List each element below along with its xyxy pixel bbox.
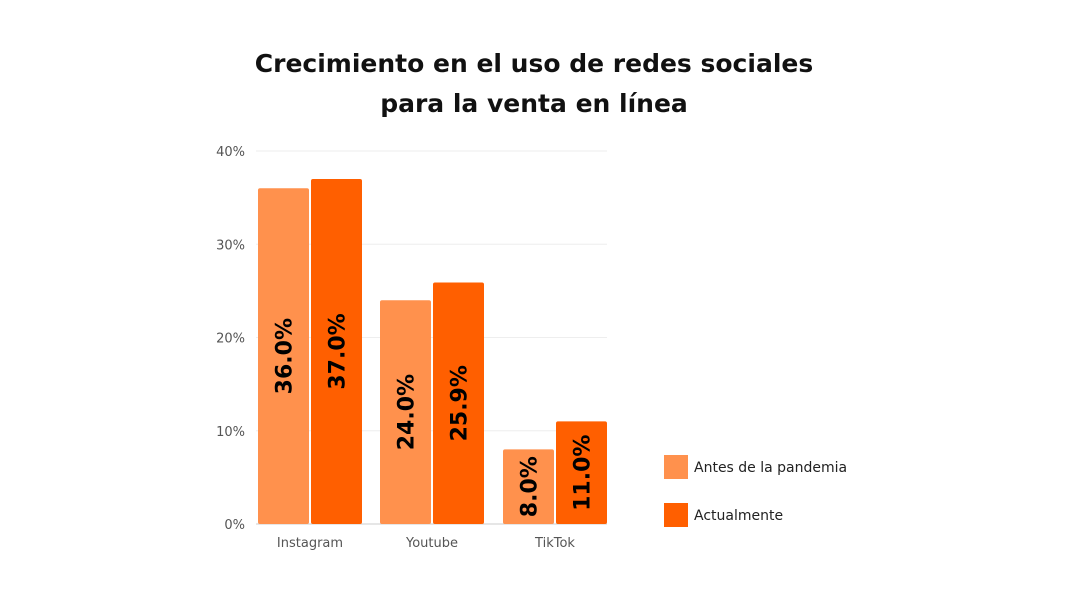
- bar-youtube-series-0: [380, 300, 431, 524]
- bar-youtube-series-1: [433, 282, 484, 524]
- y-tick-label-2: 20%: [216, 332, 245, 347]
- chart-title-line-2: para la venta en línea: [380, 89, 688, 118]
- y-tick-label-0: 0%: [224, 518, 245, 533]
- bar-instagram-series-1: [311, 178, 362, 524]
- chart-title: Crecimiento en el uso de redes sociales …: [0, 44, 1068, 124]
- data-label-tiktok-series-0: 8.0%: [518, 456, 543, 517]
- data-label-instagram-series-1: 37.0%: [326, 313, 351, 389]
- bar-tiktok-series-0: [503, 449, 554, 524]
- chart-title-line-1: Crecimiento en el uso de redes sociales: [254, 49, 814, 78]
- bars: 36.0% 37.0% 24.0% 25.9% 8.0% 11.0%: [258, 178, 607, 525]
- legend-label-1: Actualmente: [694, 508, 783, 524]
- x-axis-category-labels: Instagram Youtube TikTok: [277, 536, 575, 551]
- legend-swatch-0: [664, 455, 688, 479]
- data-label-tiktok-series-1: 11.0%: [571, 435, 596, 511]
- y-tick-label-4: 40%: [216, 145, 245, 160]
- y-axis-tick-labels: 0% 10% 20% 30% 40%: [216, 145, 245, 533]
- bar-instagram-series-0: [258, 188, 309, 525]
- x-category-label-2: TikTok: [534, 536, 575, 551]
- bar-tiktok-series-1: [556, 421, 607, 524]
- data-label-youtube-series-1: 25.9%: [448, 365, 473, 441]
- x-category-label-1: Youtube: [405, 536, 458, 551]
- data-label-youtube-series-0: 24.0%: [395, 374, 420, 450]
- data-label-instagram-series-0: 36.0%: [273, 318, 298, 394]
- x-category-label-0: Instagram: [277, 536, 343, 551]
- legend-swatch-1: [664, 503, 688, 527]
- legend: Antes de la pandemia Actualmente: [664, 455, 847, 527]
- y-tick-label-3: 30%: [216, 238, 245, 253]
- legend-label-0: Antes de la pandemia: [694, 460, 847, 476]
- y-tick-label-1: 10%: [216, 425, 245, 440]
